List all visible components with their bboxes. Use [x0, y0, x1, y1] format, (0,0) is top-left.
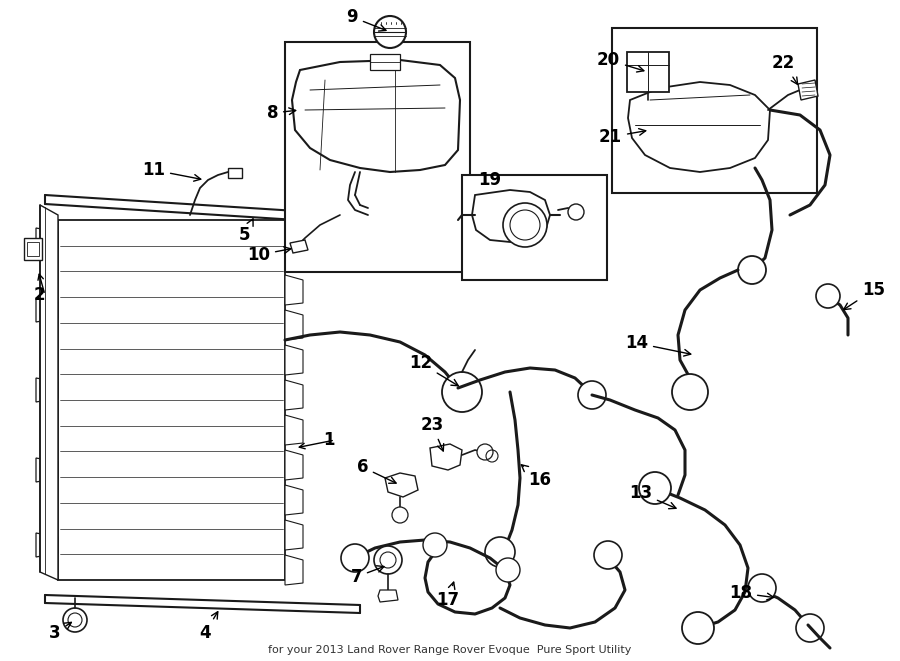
Text: 23: 23 — [420, 416, 444, 451]
Text: 17: 17 — [436, 582, 460, 609]
Text: 16: 16 — [521, 465, 551, 489]
Text: 18: 18 — [729, 584, 774, 602]
Polygon shape — [36, 298, 58, 322]
Circle shape — [442, 372, 482, 412]
Bar — [612, 28, 817, 193]
Bar — [627, 52, 669, 92]
Polygon shape — [430, 444, 462, 470]
Text: 15: 15 — [843, 281, 885, 309]
Text: 12: 12 — [409, 354, 458, 386]
Polygon shape — [290, 240, 308, 253]
Bar — [370, 54, 400, 70]
Circle shape — [63, 608, 87, 632]
Text: 5: 5 — [239, 219, 253, 244]
Text: 8: 8 — [266, 104, 296, 122]
Polygon shape — [285, 275, 303, 305]
Bar — [27, 242, 39, 256]
Circle shape — [738, 256, 766, 284]
Text: 14: 14 — [625, 334, 691, 356]
Circle shape — [672, 374, 708, 410]
Circle shape — [423, 533, 447, 557]
Circle shape — [639, 472, 671, 504]
Text: 7: 7 — [350, 566, 384, 586]
Text: 1: 1 — [323, 431, 335, 449]
Polygon shape — [385, 473, 418, 497]
Circle shape — [796, 614, 824, 642]
Bar — [285, 42, 470, 272]
Polygon shape — [36, 458, 58, 482]
Text: for your 2013 Land Rover Range Rover Evoque  Pure Sport Utility: for your 2013 Land Rover Range Rover Evo… — [268, 645, 632, 655]
Polygon shape — [292, 60, 460, 172]
Circle shape — [816, 284, 840, 308]
Circle shape — [374, 16, 406, 48]
Circle shape — [568, 204, 584, 220]
Polygon shape — [285, 450, 303, 480]
Circle shape — [496, 558, 520, 582]
Polygon shape — [285, 555, 303, 585]
Circle shape — [477, 444, 493, 460]
Polygon shape — [628, 82, 770, 172]
Text: 11: 11 — [142, 161, 201, 181]
Polygon shape — [285, 345, 303, 375]
Polygon shape — [285, 415, 303, 445]
Circle shape — [682, 612, 714, 644]
Circle shape — [578, 381, 606, 409]
Bar — [24, 238, 42, 260]
Text: 20: 20 — [597, 51, 644, 72]
Circle shape — [341, 544, 369, 572]
Polygon shape — [472, 190, 550, 242]
Text: 9: 9 — [346, 8, 386, 31]
Text: 6: 6 — [356, 458, 396, 483]
Polygon shape — [798, 80, 818, 100]
Polygon shape — [36, 228, 58, 252]
Text: 19: 19 — [479, 171, 501, 189]
Polygon shape — [40, 205, 58, 580]
Text: 13: 13 — [629, 484, 676, 509]
Text: 22: 22 — [772, 54, 797, 85]
Circle shape — [594, 541, 622, 569]
Circle shape — [748, 574, 776, 602]
Polygon shape — [285, 380, 303, 410]
Polygon shape — [285, 310, 303, 340]
Circle shape — [485, 537, 515, 567]
Text: 4: 4 — [199, 611, 218, 642]
Text: 21: 21 — [598, 128, 645, 146]
Polygon shape — [285, 240, 303, 270]
Circle shape — [503, 203, 547, 247]
Polygon shape — [36, 533, 58, 557]
Polygon shape — [58, 220, 285, 580]
Circle shape — [374, 546, 402, 574]
Polygon shape — [36, 378, 58, 402]
Polygon shape — [285, 520, 303, 550]
Circle shape — [392, 507, 408, 523]
Text: 3: 3 — [50, 623, 71, 642]
Polygon shape — [378, 590, 398, 602]
Text: 2: 2 — [33, 286, 45, 304]
Bar — [462, 175, 607, 280]
Text: 10: 10 — [247, 246, 291, 264]
Polygon shape — [285, 485, 303, 515]
Bar — [228, 168, 242, 178]
